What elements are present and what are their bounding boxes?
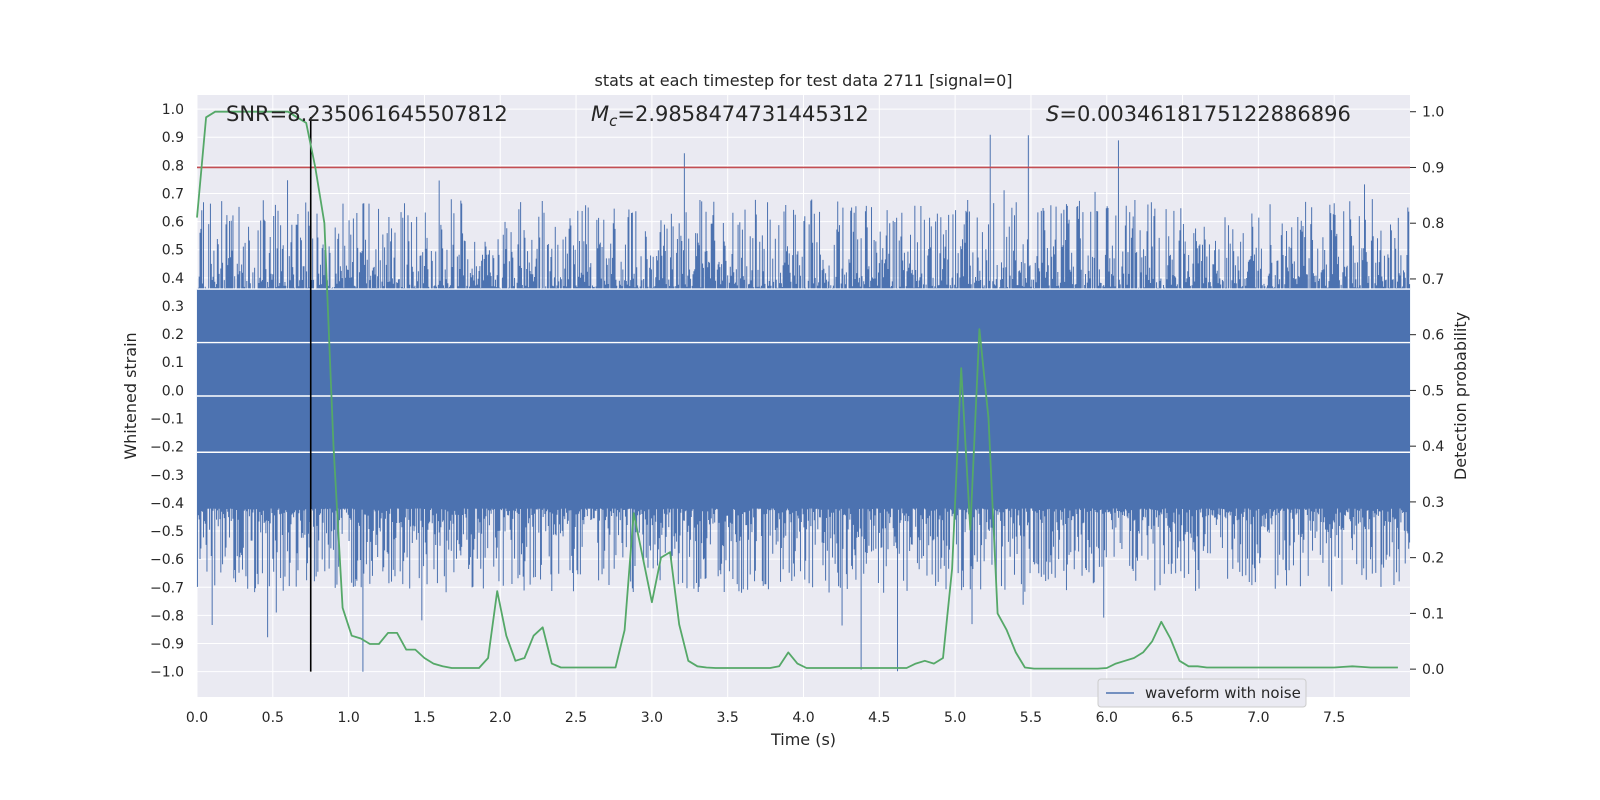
- right-tick-label: 0.8: [1422, 216, 1444, 232]
- probability-line: [196, 110, 1398, 670]
- x-tick-labels: 0.0 0.5 1.0 1.5 2.0 2.5 3.0 3.5 4.0 4.5 5.0 5.5 6.0 6…: [186, 710, 1345, 726]
- chart-title: stats at each timestep for test data 271…: [594, 71, 1012, 90]
- left-tick-label: −0.1: [150, 412, 184, 428]
- left-tick-label: −0.7: [150, 580, 184, 596]
- x-tick-label: 0.0: [186, 710, 208, 726]
- x-tick-label: 5.5: [1020, 710, 1042, 726]
- left-tick-label: −0.5: [150, 524, 184, 540]
- left-tick-label: −0.8: [150, 608, 184, 624]
- right-tick-label: 0.3: [1422, 495, 1444, 511]
- right-tick-label: 0.9: [1422, 160, 1444, 176]
- left-tick-label: 0.1: [162, 355, 184, 371]
- x-tick-label: 2.0: [489, 710, 511, 726]
- left-tick-label: −0.9: [150, 637, 184, 653]
- x-tick-label: 5.0: [944, 710, 966, 726]
- right-tick-label: 0.5: [1422, 383, 1444, 399]
- left-tick-label: 0.0: [162, 383, 184, 399]
- right-tick-label: 0.7: [1422, 272, 1444, 288]
- x-tick-label: 6.5: [1171, 710, 1193, 726]
- right-tick-label: 0.4: [1422, 439, 1444, 455]
- legend-label: waveform with noise: [1145, 684, 1301, 702]
- snr-annotation: SNR=8.235061645507812: [226, 102, 508, 126]
- left-tick-label: 0.8: [162, 158, 184, 174]
- right-tick-label: 1.0: [1422, 105, 1444, 121]
- right-y-axis-label: Detection probability: [1451, 312, 1470, 480]
- chirp-mass-subscript: c: [609, 112, 618, 130]
- left-tick-label: 0.3: [162, 299, 184, 315]
- x-tick-label: 1.0: [337, 710, 359, 726]
- left-tick-label: 0.5: [162, 243, 184, 259]
- right-tick-label: 0.1: [1422, 606, 1444, 622]
- x-tick-label: 3.5: [717, 710, 739, 726]
- left-tick-label: 0.4: [162, 271, 184, 287]
- right-tick-label: 0.2: [1422, 551, 1444, 567]
- right-y-tick-labels: 1.0 0.9 0.8 0.7 0.6 0.5 0.4 0.3 0.2 0.1 0.0: [1410, 105, 1444, 678]
- x-tick-label: 7.5: [1323, 710, 1345, 726]
- statistic-annotation: S=0.0034618175122886896: [1046, 102, 1351, 126]
- x-tick-label: 2.5: [565, 710, 587, 726]
- statistic-value: =0.0034618175122886896: [1059, 102, 1351, 126]
- x-tick-label: 4.5: [868, 710, 890, 726]
- chirp-mass-value: =2.9858474731445312: [617, 102, 868, 126]
- chirp-mass-symbol: M: [591, 102, 609, 126]
- statistic-symbol: S: [1046, 102, 1059, 126]
- x-tick-label: 0.5: [262, 710, 284, 726]
- strain-series: [196, 134, 1411, 672]
- x-tick-label: 6.0: [1096, 710, 1118, 726]
- left-tick-label: 0.7: [162, 186, 184, 202]
- chirp-mass-annotation: Mc=2.9858474731445312: [591, 102, 869, 130]
- left-y-axis-label: Whitened strain: [121, 332, 140, 459]
- x-tick-label: 3.0: [641, 710, 663, 726]
- left-tick-label: 0.2: [162, 327, 184, 343]
- left-tick-label: −1.0: [150, 665, 184, 681]
- right-tick-label: 0.6: [1422, 328, 1444, 344]
- x-tick-label: 7.0: [1247, 710, 1269, 726]
- left-tick-label: −0.2: [150, 440, 184, 456]
- left-tick-label: 1.0: [162, 102, 184, 118]
- left-tick-label: −0.6: [150, 552, 184, 568]
- left-tick-label: 0.9: [162, 130, 184, 146]
- left-tick-label: −0.4: [150, 496, 184, 512]
- right-tick-label: 0.0: [1422, 662, 1444, 678]
- probability-series: [196, 110, 1398, 670]
- x-axis-label: Time (s): [770, 730, 836, 749]
- x-tick-label: 4.0: [792, 710, 814, 726]
- x-tick-label: 1.5: [413, 710, 435, 726]
- left-tick-label: 0.6: [162, 215, 184, 231]
- legend: waveform with noise: [1097, 678, 1307, 708]
- left-tick-label: −0.3: [150, 468, 184, 484]
- legend-box: [1097, 678, 1307, 708]
- left-y-tick-labels: 1.0 0.9 0.8 0.7 0.6 0.5 0.4 0.3 0.2 0.1 0.0 −0.1 −0.…: [150, 102, 184, 681]
